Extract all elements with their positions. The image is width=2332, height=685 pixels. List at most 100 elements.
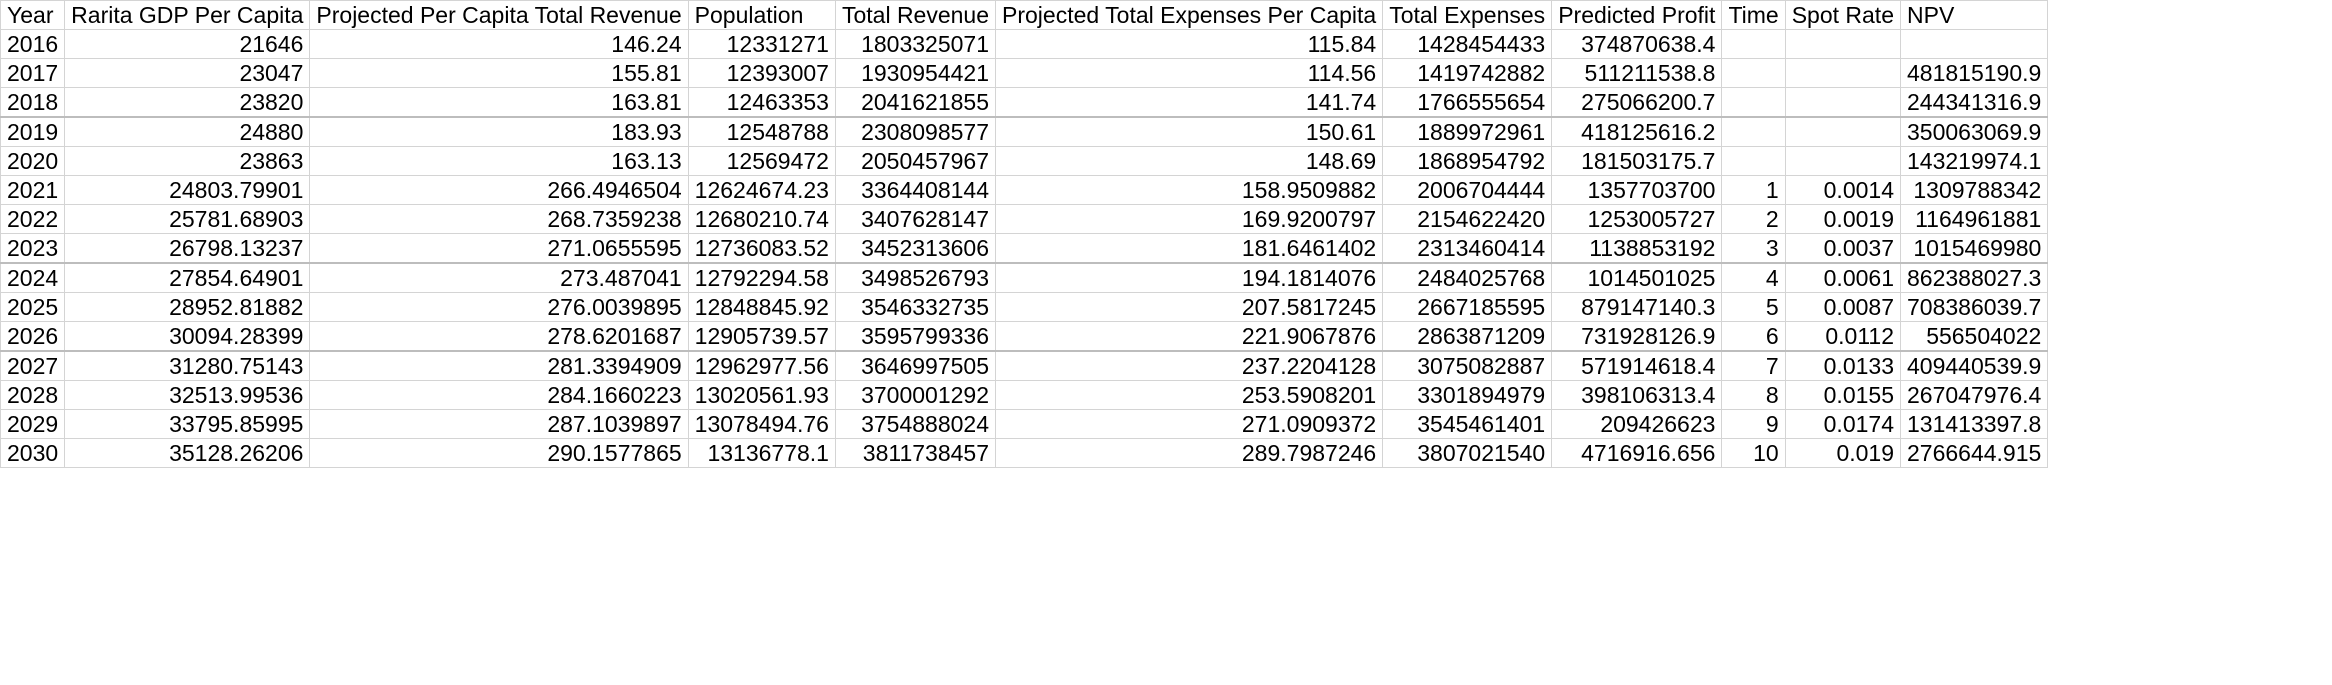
cell-rev_pc[interactable]: 278.6201687 — [309, 321, 689, 352]
cell-gdp[interactable]: 24880 — [64, 117, 311, 147]
cell-gdp[interactable]: 23820 — [64, 87, 311, 118]
cell-time[interactable]: 10 — [1721, 438, 1786, 468]
cell-gdp[interactable]: 21646 — [64, 29, 311, 59]
cell-time[interactable]: 8 — [1721, 380, 1786, 410]
cell-profit[interactable]: 181503175.7 — [1551, 146, 1723, 176]
column-header-year[interactable]: Year — [0, 0, 66, 30]
cell-exp[interactable]: 2863871209 — [1382, 321, 1553, 352]
cell-time[interactable] — [1721, 117, 1786, 147]
cell-rev_pc[interactable]: 271.0655595 — [309, 233, 689, 264]
cell-spot[interactable]: 0.0019 — [1785, 204, 1902, 234]
cell-npv[interactable]: 862388027.3 — [1900, 263, 2049, 293]
cell-year[interactable]: 2022 — [0, 204, 66, 234]
column-header-profit[interactable]: Predicted Profit — [1551, 0, 1723, 30]
cell-npv[interactable]: 143219974.1 — [1900, 146, 2049, 176]
cell-spot[interactable]: 0.0133 — [1785, 351, 1902, 381]
cell-rev[interactable]: 3646997505 — [835, 351, 997, 381]
cell-rev[interactable]: 3407628147 — [835, 204, 997, 234]
cell-pop[interactable]: 12680210.74 — [688, 204, 836, 234]
cell-exp_pc[interactable]: 148.69 — [995, 146, 1384, 176]
cell-profit[interactable]: 398106313.4 — [1551, 380, 1723, 410]
cell-exp[interactable]: 1889972961 — [1382, 117, 1553, 147]
cell-time[interactable] — [1721, 87, 1786, 118]
cell-npv[interactable]: 350063069.9 — [1900, 117, 2049, 147]
cell-rev[interactable]: 3546332735 — [835, 292, 997, 322]
cell-spot[interactable]: 0.0155 — [1785, 380, 1902, 410]
cell-gdp[interactable]: 31280.75143 — [64, 351, 311, 381]
column-header-npv[interactable]: NPV — [1900, 0, 2049, 30]
cell-npv[interactable]: 556504022 — [1900, 321, 2049, 352]
cell-year[interactable]: 2019 — [0, 117, 66, 147]
cell-exp_pc[interactable]: 115.84 — [995, 29, 1384, 59]
cell-spot[interactable] — [1785, 87, 1902, 118]
cell-year[interactable]: 2026 — [0, 321, 66, 352]
column-header-exp_pc[interactable]: Projected Total Expenses Per Capita — [995, 0, 1384, 30]
cell-exp[interactable]: 3807021540 — [1382, 438, 1553, 468]
cell-rev[interactable]: 1930954421 — [835, 58, 997, 88]
cell-exp[interactable]: 3075082887 — [1382, 351, 1553, 381]
cell-time[interactable]: 3 — [1721, 233, 1786, 264]
cell-pop[interactable]: 12792294.58 — [688, 263, 836, 293]
cell-gdp[interactable]: 23863 — [64, 146, 311, 176]
cell-spot[interactable] — [1785, 146, 1902, 176]
cell-year[interactable]: 2024 — [0, 263, 66, 293]
column-header-spot[interactable]: Spot Rate — [1785, 0, 1902, 30]
cell-npv[interactable]: 131413397.8 — [1900, 409, 2049, 439]
cell-npv[interactable]: 1309788342 — [1900, 175, 2049, 205]
cell-year[interactable]: 2017 — [0, 58, 66, 88]
cell-exp[interactable]: 3301894979 — [1382, 380, 1553, 410]
cell-exp[interactable]: 3545461401 — [1382, 409, 1553, 439]
cell-exp[interactable]: 1868954792 — [1382, 146, 1553, 176]
cell-year[interactable]: 2021 — [0, 175, 66, 205]
cell-rev[interactable]: 3700001292 — [835, 380, 997, 410]
cell-spot[interactable]: 0.0174 — [1785, 409, 1902, 439]
cell-time[interactable] — [1721, 146, 1786, 176]
cell-pop[interactable]: 12736083.52 — [688, 233, 836, 264]
cell-rev_pc[interactable]: 183.93 — [309, 117, 689, 147]
cell-rev_pc[interactable]: 155.81 — [309, 58, 689, 88]
cell-rev[interactable]: 3754888024 — [835, 409, 997, 439]
cell-exp_pc[interactable]: 271.0909372 — [995, 409, 1384, 439]
cell-profit[interactable]: 1357703700 — [1551, 175, 1723, 205]
cell-rev_pc[interactable]: 287.1039897 — [309, 409, 689, 439]
cell-pop[interactable]: 13136778.1 — [688, 438, 836, 468]
column-header-pop[interactable]: Population — [688, 0, 836, 30]
cell-exp_pc[interactable]: 114.56 — [995, 58, 1384, 88]
cell-time[interactable]: 6 — [1721, 321, 1786, 352]
cell-spot[interactable]: 0.0061 — [1785, 263, 1902, 293]
cell-year[interactable]: 2030 — [0, 438, 66, 468]
cell-profit[interactable]: 879147140.3 — [1551, 292, 1723, 322]
cell-profit[interactable]: 1138853192 — [1551, 233, 1723, 264]
cell-time[interactable]: 5 — [1721, 292, 1786, 322]
cell-exp_pc[interactable]: 207.5817245 — [995, 292, 1384, 322]
cell-spot[interactable]: 0.0037 — [1785, 233, 1902, 264]
cell-year[interactable]: 2025 — [0, 292, 66, 322]
cell-npv[interactable] — [1900, 29, 2049, 59]
cell-pop[interactable]: 12848845.92 — [688, 292, 836, 322]
cell-exp_pc[interactable]: 169.9200797 — [995, 204, 1384, 234]
cell-time[interactable]: 1 — [1721, 175, 1786, 205]
column-header-rev_pc[interactable]: Projected Per Capita Total Revenue — [309, 0, 689, 30]
cell-rev_pc[interactable]: 273.487041 — [309, 263, 689, 293]
cell-exp[interactable]: 2313460414 — [1382, 233, 1553, 264]
cell-npv[interactable]: 409440539.9 — [1900, 351, 2049, 381]
cell-pop[interactable]: 13078494.76 — [688, 409, 836, 439]
cell-exp_pc[interactable]: 150.61 — [995, 117, 1384, 147]
cell-rev[interactable]: 3811738457 — [835, 438, 997, 468]
cell-gdp[interactable]: 27854.64901 — [64, 263, 311, 293]
cell-time[interactable]: 9 — [1721, 409, 1786, 439]
cell-pop[interactable]: 12463353 — [688, 87, 836, 118]
cell-profit[interactable]: 571914618.4 — [1551, 351, 1723, 381]
cell-rev_pc[interactable]: 290.1577865 — [309, 438, 689, 468]
cell-spot[interactable] — [1785, 29, 1902, 59]
cell-rev_pc[interactable]: 266.4946504 — [309, 175, 689, 205]
cell-spot[interactable]: 0.0014 — [1785, 175, 1902, 205]
cell-exp_pc[interactable]: 158.9509882 — [995, 175, 1384, 205]
cell-pop[interactable]: 12962977.56 — [688, 351, 836, 381]
cell-exp[interactable]: 1419742882 — [1382, 58, 1553, 88]
cell-year[interactable]: 2029 — [0, 409, 66, 439]
cell-profit[interactable]: 418125616.2 — [1551, 117, 1723, 147]
cell-profit[interactable]: 731928126.9 — [1551, 321, 1723, 352]
cell-gdp[interactable]: 23047 — [64, 58, 311, 88]
cell-rev[interactable]: 3595799336 — [835, 321, 997, 352]
